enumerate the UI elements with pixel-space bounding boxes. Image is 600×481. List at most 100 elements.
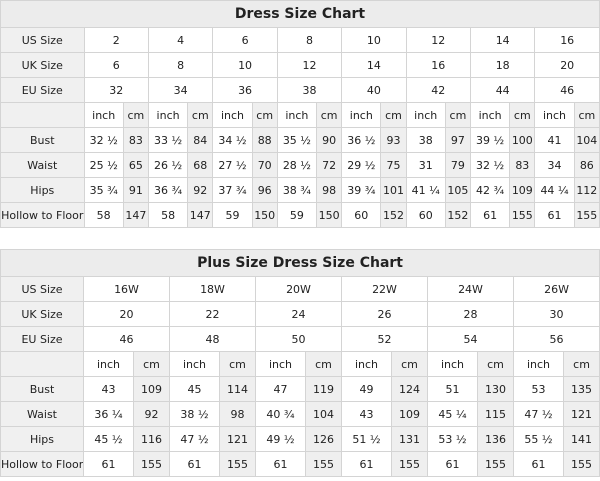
inch-value: 60: [405, 202, 446, 228]
inch-value: 58: [147, 202, 189, 228]
size-cell: 8: [276, 27, 343, 53]
unit-inch: inch: [83, 102, 124, 128]
size-row: US Size 2 4 6 8 10 12 14 16: [0, 27, 600, 53]
inch-value: 53: [513, 376, 564, 402]
cm-value: 147: [122, 202, 149, 228]
inch-value: 53 ½: [427, 426, 478, 452]
measure-row: Hollow to Floor 58 147 58 147 59 150 59 150 60 152…: [0, 202, 600, 228]
inch-value: 61: [255, 451, 306, 477]
cm-value: 109: [133, 376, 170, 402]
chart-title: Plus Size Dress Size Chart: [0, 249, 600, 277]
size-cell: 46: [83, 326, 170, 352]
size-cell: 6: [83, 52, 149, 78]
inch-value: 34: [534, 152, 575, 178]
inch-value: 55 ½: [513, 426, 564, 452]
cm-value: 98: [219, 401, 256, 427]
size-cell: 16: [405, 52, 471, 78]
size-cell: 44: [469, 77, 536, 103]
cm-value: 116: [133, 426, 170, 452]
cm-value: 155: [477, 451, 514, 477]
size-cell: 34: [147, 77, 214, 103]
size-cell: 30: [512, 301, 600, 327]
unit-inch: inch: [212, 102, 253, 128]
inch-value: 32 ½: [83, 127, 124, 153]
cm-value: 83: [509, 152, 536, 178]
inch-value: 59: [212, 202, 253, 228]
size-cell: 14: [469, 27, 536, 53]
size-cell: 16: [534, 27, 600, 53]
inch-value: 43: [83, 376, 134, 402]
row-label: Waist: [0, 152, 85, 178]
inch-value: 35 ¾: [83, 177, 124, 203]
dress-size-chart-table: Dress Size Chart US Size 2 4 6 8 10 12 14 16 UK Si…: [0, 0, 600, 228]
cm-value: 92: [133, 401, 170, 427]
inch-value: 40 ¾: [255, 401, 306, 427]
cm-value: 109: [509, 177, 536, 203]
inch-value: 26 ½: [147, 152, 189, 178]
cm-value: 141: [562, 426, 600, 452]
row-label: UK Size: [0, 301, 84, 327]
cm-value: 119: [305, 376, 342, 402]
inch-value: 61: [169, 451, 220, 477]
cm-value: 101: [380, 177, 407, 203]
inch-value: 61: [534, 202, 575, 228]
cm-value: 155: [573, 202, 600, 228]
measure-row: Hollow to Floor 61 155 61 155 61 155 61 155 61 155…: [0, 451, 600, 477]
size-cell: 18W: [169, 276, 256, 302]
cm-value: 126: [305, 426, 342, 452]
inch-value: 59: [276, 202, 318, 228]
size-cell: 40: [341, 77, 407, 103]
cm-value: 96: [251, 177, 278, 203]
cm-value: 104: [305, 401, 342, 427]
unit-cm: cm: [562, 351, 600, 377]
size-cell: 4: [147, 27, 214, 53]
chart-title: Dress Size Chart: [0, 0, 600, 28]
size-row: UK Size 20 22 24 26 28 30: [0, 301, 600, 327]
unit-cm: cm: [251, 102, 278, 128]
cm-value: 65: [122, 152, 149, 178]
cm-value: 86: [573, 152, 600, 178]
inch-value: 39 ½: [469, 127, 511, 153]
size-row: US Size 16W 18W 20W 22W 24W 26W: [0, 276, 600, 302]
cm-value: 150: [251, 202, 278, 228]
unit-cm: cm: [219, 351, 256, 377]
cm-value: 152: [380, 202, 407, 228]
row-label: Hollow to Floor: [0, 451, 84, 477]
row-label: Bust: [0, 376, 84, 402]
unit-inch: inch: [341, 351, 392, 377]
inch-value: 47: [255, 376, 306, 402]
inch-value: 47 ½: [169, 426, 220, 452]
unit-cm: cm: [122, 102, 149, 128]
inch-value: 38 ½: [169, 401, 220, 427]
cm-value: 114: [219, 376, 256, 402]
size-cell: 36: [212, 77, 278, 103]
row-label: EU Size: [0, 326, 84, 352]
size-row: EU Size 46 48 50 52 54 56: [0, 326, 600, 352]
unit-row: inch cm inch cm inch cm inch cm inch cm inch cm: [0, 351, 600, 377]
inch-value: 27 ½: [212, 152, 253, 178]
unit-cm: cm: [444, 102, 471, 128]
cm-value: 152: [444, 202, 471, 228]
inch-value: 58: [83, 202, 124, 228]
size-cell: 46: [534, 77, 600, 103]
inch-value: 61: [427, 451, 478, 477]
size-cell: 32: [83, 77, 149, 103]
inch-value: 34 ½: [212, 127, 253, 153]
size-cell: 14: [341, 52, 407, 78]
size-cell: 10: [212, 52, 278, 78]
inch-value: 25 ½: [83, 152, 124, 178]
unit-cm: cm: [133, 351, 170, 377]
size-cell: 12: [276, 52, 343, 78]
inch-value: 37 ¾: [212, 177, 253, 203]
inch-value: 39 ¾: [341, 177, 382, 203]
inch-value: 61: [513, 451, 564, 477]
cm-value: 93: [380, 127, 407, 153]
size-cell: 24W: [427, 276, 514, 302]
inch-value: 35 ½: [276, 127, 318, 153]
unit-inch: inch: [534, 102, 575, 128]
inch-value: 47 ½: [513, 401, 564, 427]
size-row: EU Size 32 34 36 38 40 42 44 46: [0, 77, 600, 103]
size-cell: 26W: [512, 276, 600, 302]
row-label: Hips: [0, 177, 85, 203]
